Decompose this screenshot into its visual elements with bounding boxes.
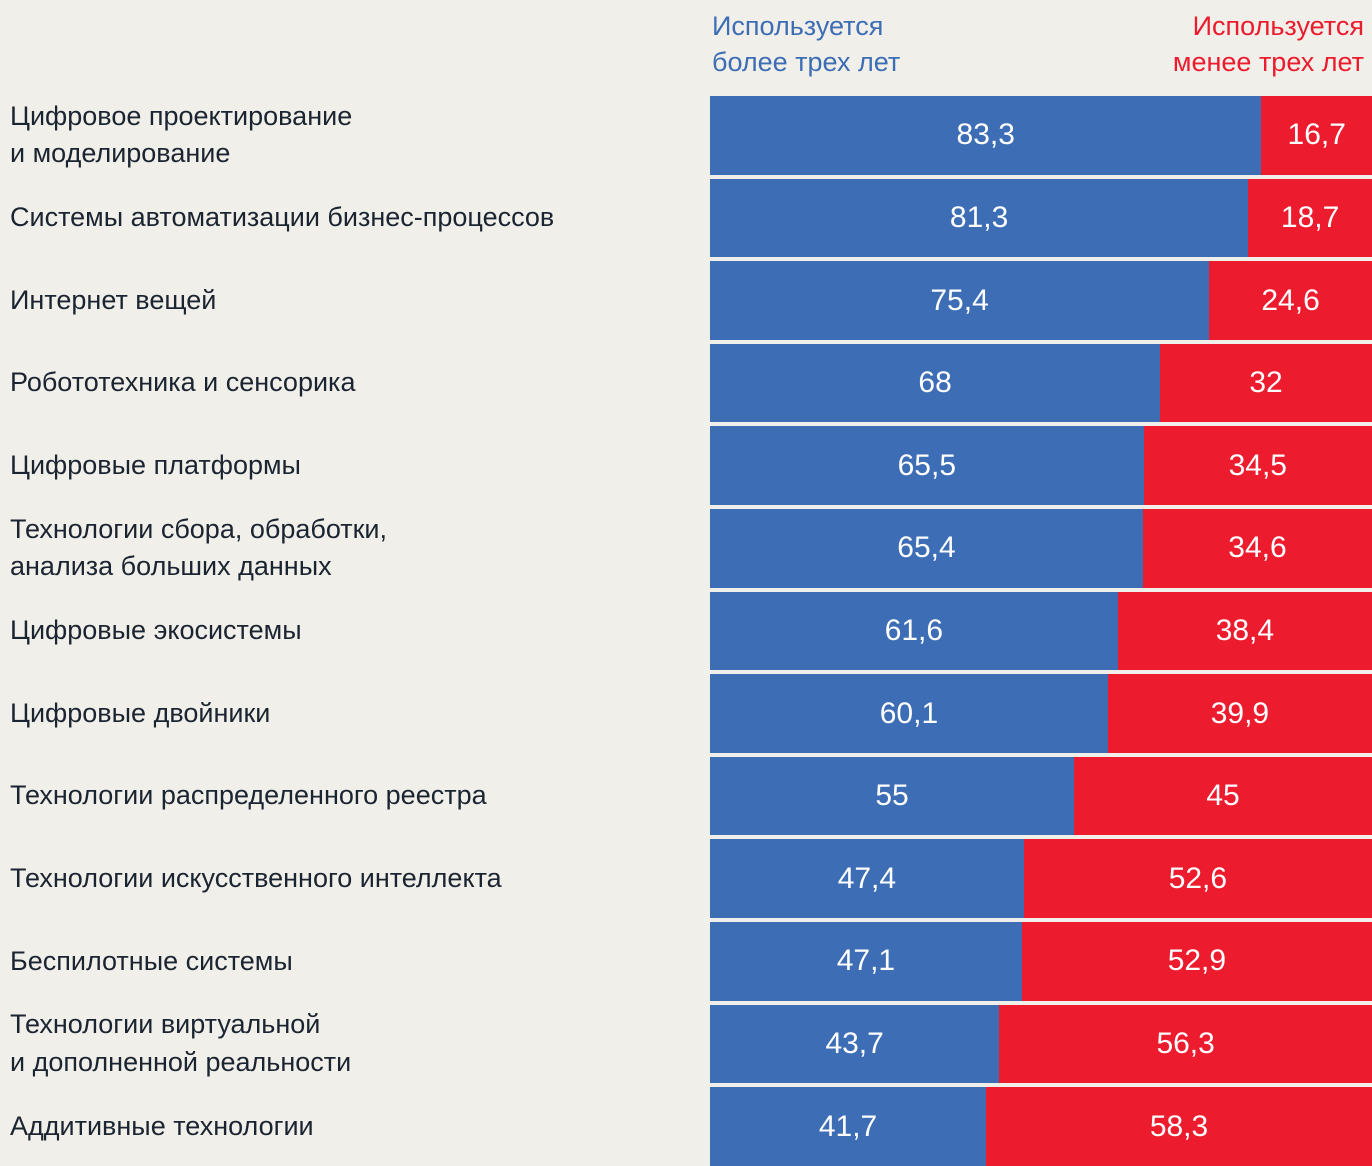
bar-value-label: 16,7 [1287, 118, 1346, 152]
chart-rows: Цифровое проектирование и моделирование 8… [0, 96, 1372, 1166]
chart-row: Робототехника и сенсорика 68 32 [0, 343, 1372, 423]
legend-less-than-3y: Используется менее трех лет [1172, 11, 1364, 78]
chart-row: Технологии сбора, обработки, анализа бол… [0, 509, 1372, 588]
bar-value-label: 60,1 [879, 696, 939, 730]
bar-segment-more-than-3y: 81,3 [710, 178, 1249, 258]
bar-group: 47,4 52,6 [710, 839, 1372, 919]
bar-segment-more-than-3y: 43,7 [710, 1004, 1000, 1084]
category-label: Технологии виртуальной и дополненной реа… [10, 1009, 352, 1077]
chart-row: Беспилотные системы 47,1 52,9 [0, 922, 1372, 1001]
bar-value-label: 39,9 [1210, 696, 1270, 730]
category-label: Технологии искусственного интеллекта [10, 862, 502, 893]
bar-segment-more-than-3y: 65,4 [710, 509, 1143, 588]
bar-value-label: 47,4 [837, 861, 897, 895]
bar-segment-less-than-3y: 34,6 [1142, 509, 1372, 588]
chart-row: Цифровые экосистемы 61,6 38,4 [0, 591, 1372, 671]
bar-value-label: 38,4 [1215, 613, 1275, 647]
bar-group: 43,7 56,3 [710, 1004, 1372, 1084]
bar-group: 65,4 34,6 [710, 509, 1372, 588]
bar-segment-more-than-3y: 68 [710, 343, 1161, 423]
bar-value-label: 43,7 [825, 1027, 884, 1060]
bar-segment-more-than-3y: 47,4 [710, 839, 1024, 919]
category-label: Беспилотные системы [10, 945, 293, 976]
bar-group: 65,5 34,5 [710, 426, 1372, 506]
bar-segment-more-than-3y: 60,1 [710, 674, 1108, 753]
bar-segment-less-than-3y: 58,3 [986, 1087, 1372, 1166]
category-label: Аддитивные технологии [10, 1110, 314, 1141]
chart-row: Аддитивные технологии 41,7 58,3 [0, 1087, 1372, 1166]
chart-row: Технологии искусственного интеллекта 47,4… [0, 839, 1372, 919]
category-label: Цифровое проектирование и моделирование [10, 100, 353, 169]
bar-segment-more-than-3y: 41,7 [710, 1087, 987, 1166]
chart-row: Интернет вещей 75,4 24,6 [0, 261, 1372, 340]
bar-segment-more-than-3y: 55 [710, 756, 1075, 836]
bar-value-label: 61,6 [884, 613, 944, 647]
bar-segment-less-than-3y: 56,3 [999, 1004, 1372, 1084]
bar-value-label: 34,6 [1228, 531, 1287, 565]
bar-segment-more-than-3y: 61,6 [710, 591, 1118, 671]
category-label: Технологии сбора, обработки, анализа бол… [10, 513, 387, 582]
category-label: Робототехника и сенсорика [10, 367, 356, 398]
bar-value-label: 32 [1249, 366, 1283, 400]
bar-segment-less-than-3y: 39,9 [1107, 674, 1372, 753]
bar-value-label: 81,3 [949, 200, 1009, 234]
bar-segment-less-than-3y: 45 [1074, 756, 1372, 836]
bar-value-label: 41,7 [818, 1109, 878, 1143]
bar-group: 41,7 58,3 [710, 1087, 1372, 1166]
bar-value-label: 55 [875, 779, 909, 813]
category-label: Цифровые двойники [10, 697, 271, 728]
bar-value-label: 83,3 [956, 118, 1015, 152]
bar-segment-less-than-3y: 52,6 [1023, 839, 1372, 919]
bar-group: 61,6 38,4 [710, 591, 1372, 671]
bar-value-label: 52,9 [1167, 944, 1227, 978]
bar-group: 55 45 [710, 756, 1372, 836]
bar-segment-more-than-3y: 75,4 [710, 261, 1210, 340]
bar-value-label: 18,7 [1280, 200, 1340, 234]
bar-segment-more-than-3y: 83,3 [710, 96, 1262, 175]
bar-segment-less-than-3y: 38,4 [1117, 591, 1372, 671]
bar-value-label: 68 [918, 366, 952, 400]
bar-value-label: 52,6 [1168, 861, 1228, 895]
bar-segment-more-than-3y: 47,1 [710, 922, 1022, 1001]
chart-row: Цифровые платформы 65,5 34,5 [0, 426, 1372, 506]
bar-value-label: 65,4 [897, 531, 956, 565]
bar-value-label: 47,1 [836, 944, 896, 978]
bar-value-label: 56,3 [1156, 1027, 1215, 1060]
bar-segment-less-than-3y: 18,7 [1248, 178, 1372, 258]
chart-row: Системы автоматизации бизнес-процессов 81… [0, 178, 1372, 258]
bar-segment-more-than-3y: 65,5 [710, 426, 1144, 506]
chart-row: Цифровые двойники 60,1 39,9 [0, 674, 1372, 753]
chart-row: Технологии распределенного реестра 55 45 [0, 756, 1372, 836]
bar-segment-less-than-3y: 34,5 [1143, 426, 1372, 506]
bar-group: 47,1 52,9 [710, 922, 1372, 1001]
category-label: Цифровые платформы [10, 449, 301, 480]
bar-value-label: 75,4 [930, 283, 989, 317]
chart-legend: Используется более трех лет Используется… [0, 8, 1372, 96]
chart-row: Технологии виртуальной и дополненной реа… [0, 1004, 1372, 1084]
category-label: Системы автоматизации бизнес-процессов [10, 202, 555, 233]
bar-segment-less-than-3y: 16,7 [1261, 96, 1372, 175]
category-label: Цифровые экосистемы [10, 615, 302, 646]
bar-group: 81,3 18,7 [710, 178, 1372, 258]
bar-group: 68 32 [710, 343, 1372, 423]
bar-value-label: 65,5 [897, 448, 956, 482]
category-label: Интернет вещей [10, 284, 217, 315]
bar-group: 83,3 16,7 [710, 96, 1372, 175]
bar-segment-less-than-3y: 24,6 [1209, 261, 1372, 340]
legend-more-than-3y: Используется более трех лет [712, 11, 901, 78]
bar-group: 60,1 39,9 [710, 674, 1372, 753]
category-label: Технологии распределенного реестра [10, 780, 487, 811]
bar-segment-less-than-3y: 32 [1160, 343, 1372, 423]
bar-value-label: 45 [1206, 779, 1240, 813]
bar-segment-less-than-3y: 52,9 [1021, 922, 1372, 1001]
chart-row: Цифровое проектирование и моделирование 8… [0, 96, 1372, 175]
bar-group: 75,4 24,6 [710, 261, 1372, 340]
bar-value-label: 34,5 [1228, 448, 1287, 482]
bar-value-label: 24,6 [1261, 283, 1320, 317]
bar-value-label: 58,3 [1149, 1109, 1209, 1143]
